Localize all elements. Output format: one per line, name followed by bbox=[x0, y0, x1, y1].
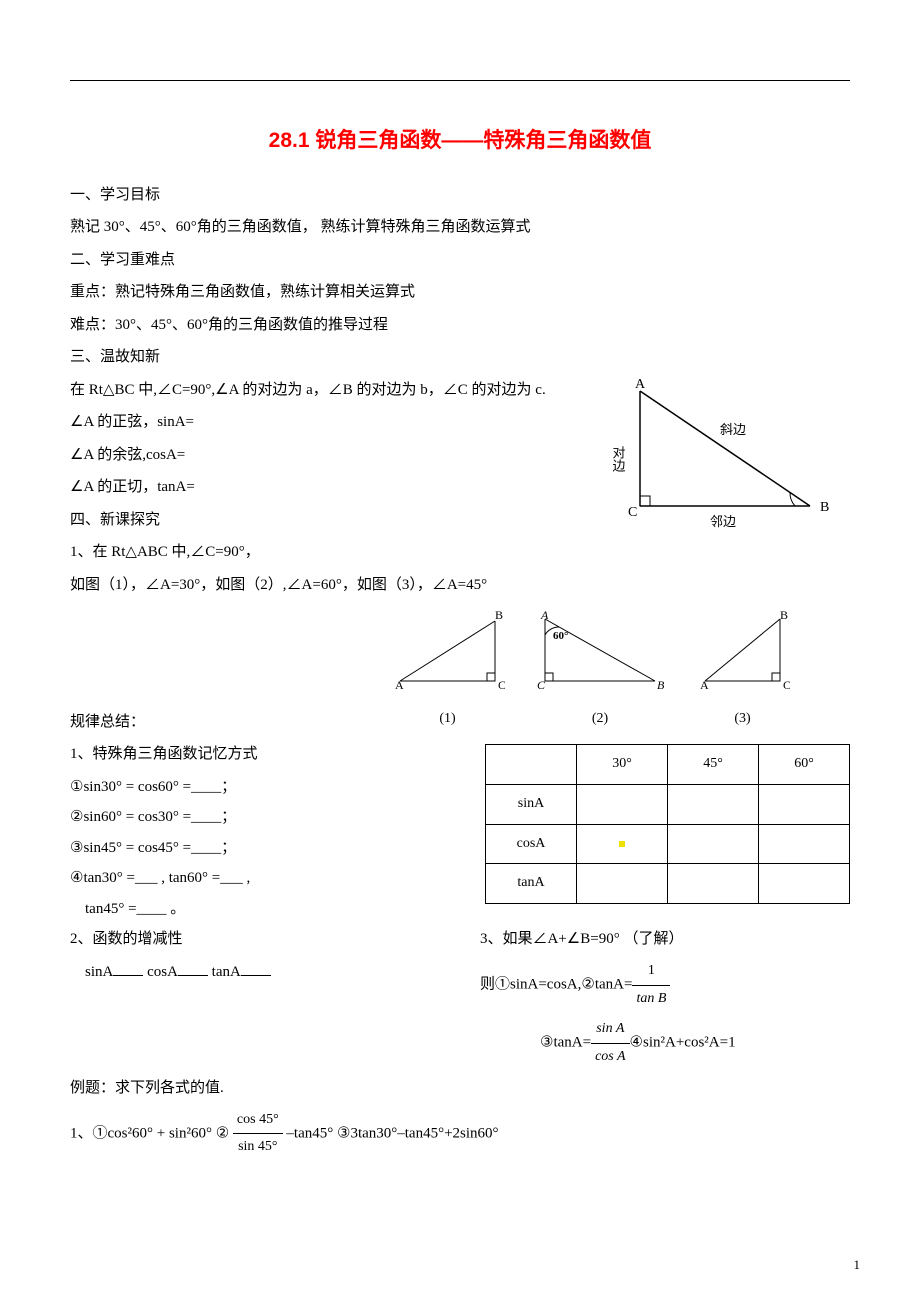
rule2-heading: 2、函数的增减性 bbox=[70, 925, 440, 954]
section-2-heading: 二、学习重难点 bbox=[70, 246, 850, 275]
example-line1: 1、①cos²60° + sin²60° ② cos 45°sin 45° –t… bbox=[70, 1107, 850, 1161]
section-2-key: 重点：熟记特殊角三角函数值，熟练计算相关运算式 bbox=[70, 278, 850, 307]
svg-text:B: B bbox=[820, 500, 829, 515]
table-cell bbox=[668, 785, 759, 825]
table-cell: tanA bbox=[486, 864, 577, 904]
top-border bbox=[70, 80, 850, 81]
yellow-marker bbox=[619, 841, 625, 847]
triangle-svg: A B C 斜边 对边 邻边 bbox=[610, 376, 850, 536]
ex-text-a: 1、①cos²60° + sin²60° ② bbox=[70, 1125, 229, 1141]
rule2-cosA: cosA bbox=[147, 964, 178, 980]
svg-text:C: C bbox=[628, 505, 637, 520]
table-cell bbox=[486, 745, 577, 785]
fraction-2: sin Acos A bbox=[591, 1016, 629, 1070]
rule3-text1: 则①sinA=cosA,②tanA= bbox=[480, 977, 632, 993]
rule2-sinA: sinA bbox=[85, 964, 113, 980]
fraction-ex: cos 45°sin 45° bbox=[233, 1107, 283, 1161]
figure-1-label: (1) bbox=[390, 706, 505, 733]
table-cell bbox=[668, 864, 759, 904]
svg-text:C: C bbox=[537, 678, 546, 691]
svg-text:A: A bbox=[700, 678, 709, 691]
rule3-line1: 则①sinA=cosA,②tanA=1tan B bbox=[480, 958, 850, 1012]
page-number: 1 bbox=[854, 1253, 861, 1278]
figure-1: A B C (1) bbox=[390, 611, 505, 732]
table-cell bbox=[759, 785, 850, 825]
section-1-body: 熟记 30°、45°、60°角的三角函数值， 熟练计算特殊角三角函数运算式 bbox=[70, 213, 850, 242]
svg-text:A: A bbox=[395, 678, 404, 691]
blank bbox=[113, 960, 143, 976]
table-cell bbox=[759, 864, 850, 904]
svg-text:邻边: 邻边 bbox=[710, 514, 736, 529]
rule3-line2: ③tanA=sin Acos A④sin²A+cos²A=1 bbox=[480, 1016, 850, 1070]
rule-heading: 规律总结： bbox=[70, 708, 330, 737]
table-cell: 60° bbox=[759, 745, 850, 785]
triangle-figure: A B C 斜边 对边 邻边 bbox=[610, 376, 850, 547]
page-title: 28.1 锐角三角函数——特殊角三角函数值 bbox=[70, 121, 850, 161]
svg-text:B: B bbox=[780, 611, 788, 622]
table-cell bbox=[577, 824, 668, 864]
figure-3: A B C (3) bbox=[695, 611, 790, 732]
table-cell bbox=[577, 785, 668, 825]
svg-text:60°: 60° bbox=[553, 630, 568, 642]
rule2-tanA: tanA bbox=[212, 964, 241, 980]
section-2-diff: 难点：30°、45°、60°角的三角函数值的推导过程 bbox=[70, 311, 850, 340]
svg-text:A: A bbox=[540, 611, 549, 622]
svg-text:C: C bbox=[783, 678, 790, 691]
trig-values-table: 30° 45° 60° sinA cosA tanA bbox=[485, 744, 850, 903]
table-cell bbox=[759, 824, 850, 864]
section-1-heading: 一、学习目标 bbox=[70, 181, 850, 210]
blank bbox=[241, 960, 271, 976]
svg-text:斜边: 斜边 bbox=[720, 422, 746, 437]
table-cell bbox=[577, 864, 668, 904]
rule2-line: sinA cosA tanA bbox=[70, 958, 440, 987]
figure-2-label: (2) bbox=[535, 706, 665, 733]
sec4-line2: 如图（1），∠A=30°，如图（2）,∠A=60°，如图（3），∠A=45° bbox=[70, 571, 850, 600]
svg-text:C: C bbox=[498, 678, 505, 691]
svg-text:A: A bbox=[635, 377, 646, 392]
table-cell bbox=[668, 824, 759, 864]
table-cell: sinA bbox=[486, 785, 577, 825]
blank bbox=[178, 960, 208, 976]
section-3-heading: 三、温故知新 bbox=[70, 343, 850, 372]
table-cell: cosA bbox=[486, 824, 577, 864]
svg-text:B: B bbox=[495, 611, 503, 622]
svg-text:B: B bbox=[657, 678, 665, 691]
rule3-heading: 3、如果∠A+∠B=90° （了解） bbox=[480, 925, 850, 954]
rule3-text2: ③tanA= bbox=[540, 1035, 591, 1051]
ex-text-b: –tan45° ③3tan30°–tan45°+2sin60° bbox=[286, 1125, 498, 1141]
table-cell: 45° bbox=[668, 745, 759, 785]
rule3-text3: ④sin²A+cos²A=1 bbox=[630, 1035, 736, 1051]
svg-text:对边: 对边 bbox=[611, 446, 626, 473]
figure-2: A 60° B C (2) bbox=[535, 611, 665, 732]
example-heading: 例题：求下列各式的值. bbox=[70, 1074, 850, 1103]
figure-3-label: (3) bbox=[695, 706, 790, 733]
fraction-1: 1tan B bbox=[632, 958, 670, 1012]
table-cell: 30° bbox=[577, 745, 668, 785]
